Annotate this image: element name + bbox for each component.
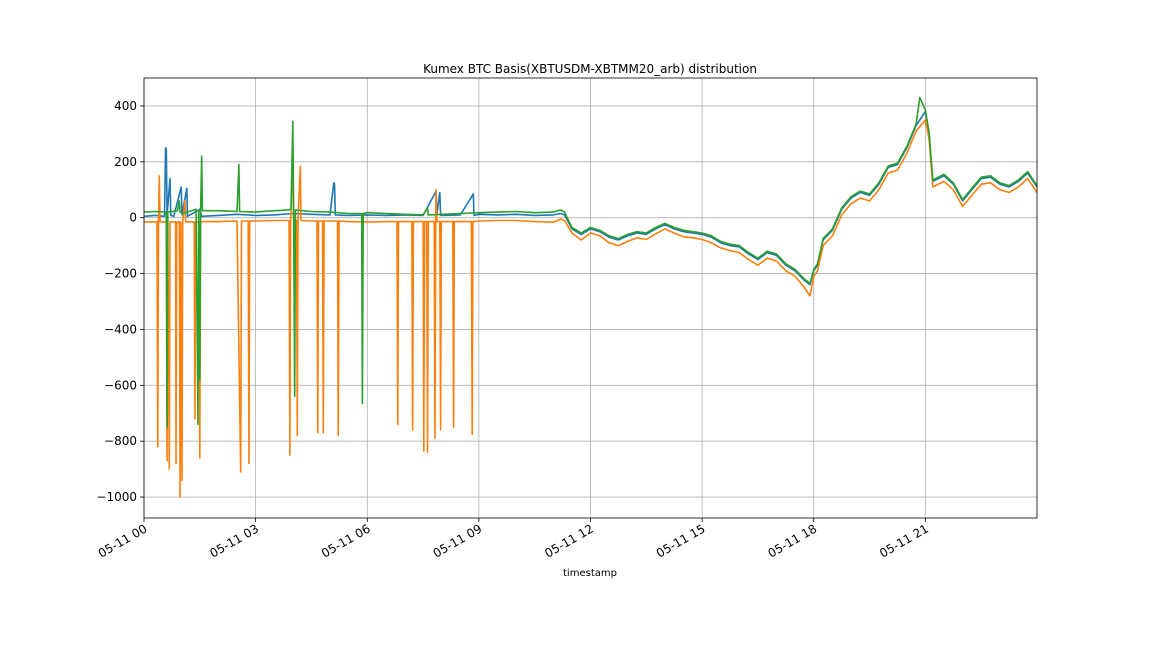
series-line-1: [143, 110, 1038, 286]
y-tick-label: −200: [104, 267, 137, 281]
y-tick-label: 200: [114, 155, 137, 169]
chart-title: Kumex BTC Basis(XBTUSDM-XBTMM20_arb) dis…: [423, 62, 757, 76]
y-tick-label: −1000: [96, 490, 137, 504]
y-tick-label: 400: [114, 99, 137, 113]
y-tick-label: 0: [129, 211, 137, 225]
y-tick-label: −400: [104, 322, 137, 336]
y-tick-label: −800: [104, 434, 137, 448]
x-axis-label: timestamp: [563, 568, 617, 579]
plot-area: [143, 96, 1038, 498]
series-line-3: [143, 96, 1038, 428]
y-tick-label: −600: [104, 378, 137, 392]
